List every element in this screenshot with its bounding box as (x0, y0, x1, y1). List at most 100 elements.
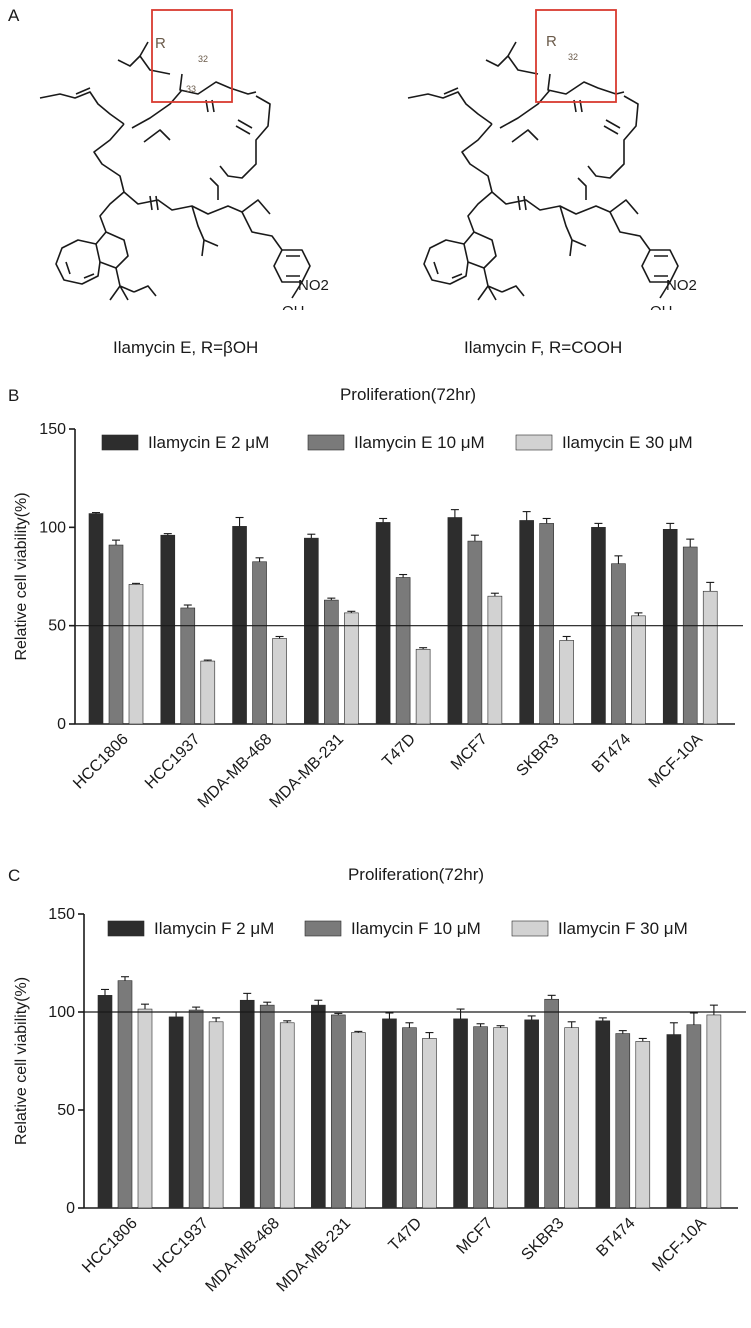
chart-b-bar (108, 544, 124, 725)
panel-label-a: A (8, 6, 20, 25)
chart-c-category-label: HCC1937 (150, 1215, 212, 1277)
chart-b-bar (682, 546, 698, 725)
chart-b-bar (128, 584, 144, 725)
r-group-label-right: R (546, 33, 557, 50)
chart-b-bar (631, 615, 646, 725)
chart-c-category-label: MDA-MB-468 (203, 1215, 284, 1296)
hydroxyl-group-right: OH (650, 303, 673, 310)
chart-c-bar (666, 1034, 682, 1209)
nitro-group-right: NO2 (666, 277, 697, 294)
chart-b-bar (539, 523, 554, 725)
panel-label-b: B (8, 386, 20, 405)
chart-b-bar (519, 520, 534, 725)
ilamycin-e-caption: Ilamycin E, R=βOH (113, 338, 259, 357)
chart-b-title: Proliferation(72hr) (340, 385, 476, 404)
structure-ilamycin-e: R 33 32 NO2 OH (39, 9, 329, 310)
chart-b-y-tick-label: 150 (39, 421, 66, 438)
chart-c-legend-swatch (107, 920, 145, 937)
chart-b-legend-swatch (101, 434, 139, 451)
panel-label-c: C (8, 866, 21, 885)
position-32-label-left: 32 (198, 54, 208, 64)
r-group-label-left: R (155, 35, 166, 52)
chart-c-bar (382, 1018, 397, 1209)
chart-b-category-label: HCC1806 (70, 731, 132, 793)
chart-ilamycin-e: Proliferation(72hr) Relative cell viabili… (13, 385, 743, 812)
chart-c-bar (279, 1022, 295, 1209)
chart-b-category-label: HCC1937 (142, 731, 204, 793)
chart-b-y-tick-label: 0 (57, 716, 66, 733)
chart-b-legend-swatch (307, 434, 345, 451)
chart-b-category-label: MDA-MB-468 (195, 731, 276, 812)
chart-b-bar (304, 537, 319, 725)
chart-c-bar (168, 1016, 184, 1209)
chart-c-bar (208, 1021, 224, 1209)
chart-b-y-tick-label: 100 (39, 519, 66, 536)
chart-c-bar (544, 998, 559, 1209)
chart-b-category-label: MDA-MB-231 (267, 731, 348, 812)
position-33-label: 33 (186, 84, 196, 94)
chart-c-bar (311, 1004, 326, 1209)
chart-b-legend-swatch (515, 434, 553, 451)
chart-b-bar (415, 648, 431, 725)
chart-b-bar (611, 563, 626, 725)
hydroxyl-group-left: OH (282, 303, 305, 310)
chart-c-bar (117, 980, 133, 1209)
chart-c-bar (524, 1019, 539, 1209)
chart-c-legend-label: Ilamycin F 2 μM (154, 919, 274, 938)
chart-b-bar (487, 595, 503, 725)
chart-c-bar (331, 1014, 346, 1209)
chart-c-bar (615, 1033, 631, 1209)
chart-c-bar (595, 1020, 611, 1209)
chart-c-bar (706, 1014, 722, 1209)
position-32-label-right: 32 (568, 52, 578, 62)
chart-b-bar (467, 540, 483, 725)
chart-c-y-tick-label: 0 (66, 1200, 75, 1217)
chart-c-bar (422, 1038, 437, 1209)
chart-c-bar (564, 1027, 579, 1209)
chart-c-category-label: MDA-MB-231 (274, 1215, 355, 1296)
chart-b-bar (344, 612, 359, 725)
chart-c-bar (473, 1026, 488, 1209)
chart-c-bar (686, 1024, 702, 1209)
chart-b-legend-label: Ilamycin E 10 μM (354, 433, 485, 452)
chart-c-bar (188, 1009, 204, 1209)
chart-ilamycin-f: Proliferation(72hr) Relative cell viabili… (13, 865, 746, 1296)
ilamycin-f-caption: Ilamycin F, R=COOH (464, 338, 623, 357)
chart-b-y-axis-label: Relative cell viability(%) (13, 492, 30, 660)
chart-b-category-label: T47D (379, 731, 419, 771)
chart-c-y-tick-label: 100 (48, 1004, 75, 1021)
chart-b-y-tick-label: 50 (48, 618, 66, 635)
chart-c-category-label: SKBR3 (518, 1215, 567, 1264)
chart-c-bar (635, 1041, 651, 1209)
chart-c-bar (351, 1032, 366, 1209)
chart-b-bar (559, 640, 574, 725)
chart-b-bar (324, 599, 339, 725)
chart-c-bar (493, 1027, 508, 1209)
chart-c-legend-swatch (304, 920, 342, 937)
chart-c-category-label: BT474 (593, 1215, 638, 1260)
chart-c-bar (137, 1008, 153, 1209)
chart-b-legend-label: Ilamycin E 2 μM (148, 433, 269, 452)
chart-c-legend-label: Ilamycin F 30 μM (558, 919, 688, 938)
chart-b-bar (160, 534, 176, 725)
chart-c-y-axis-label: Relative cell viability(%) (13, 977, 30, 1145)
chart-c-category-label: T47D (386, 1215, 426, 1255)
chart-b-bar (395, 577, 411, 725)
chart-c-bar (402, 1027, 417, 1209)
chart-b-category-label: MCF-10A (646, 731, 707, 792)
chart-c-category-label: MCF-10A (649, 1215, 710, 1276)
nitro-group-left: NO2 (298, 277, 329, 294)
chart-c-y-tick-label: 150 (48, 906, 75, 923)
chart-b-bar (88, 513, 104, 725)
chart-c-bar (259, 1004, 275, 1209)
chart-b-bar (252, 561, 267, 725)
chart-c-bar (453, 1018, 468, 1209)
chart-b-bar (272, 638, 287, 725)
chart-c-bar (239, 999, 255, 1209)
chart-b-bar (447, 517, 463, 725)
chart-b-category-label: SKBR3 (513, 731, 562, 780)
chart-b-bar (662, 529, 678, 725)
chart-b-category-label: BT474 (589, 731, 634, 776)
chart-c-legend-label: Ilamycin F 10 μM (351, 919, 481, 938)
chart-b-legend-label: Ilamycin E 30 μM (562, 433, 693, 452)
